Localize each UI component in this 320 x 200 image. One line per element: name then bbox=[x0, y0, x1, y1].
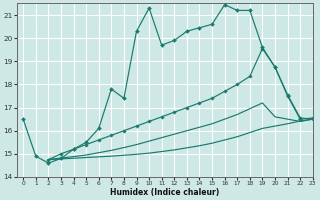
X-axis label: Humidex (Indice chaleur): Humidex (Indice chaleur) bbox=[110, 188, 220, 197]
